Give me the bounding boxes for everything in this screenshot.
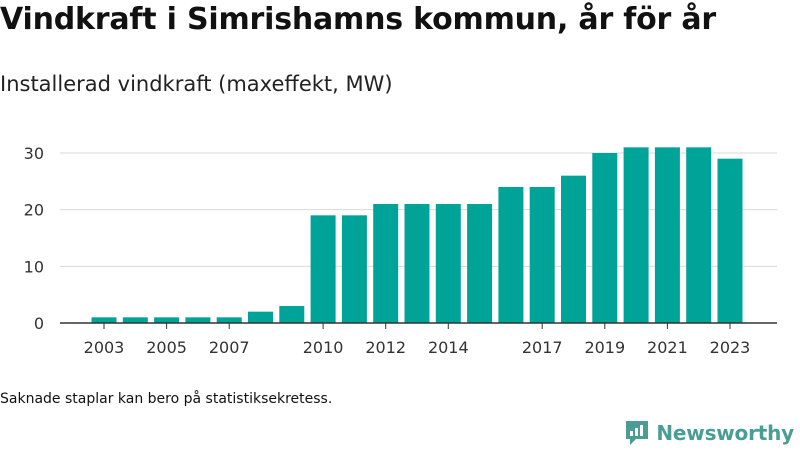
bar-2005 xyxy=(154,317,180,323)
x-tick-label: 2005 xyxy=(146,338,187,357)
brand-name: Newsworthy xyxy=(656,421,794,445)
y-tick-label: 10 xyxy=(24,257,44,276)
bar-2003 xyxy=(91,317,117,323)
bar-2016 xyxy=(498,187,524,323)
x-tick-label: 2017 xyxy=(522,338,563,357)
bar-2017 xyxy=(529,187,555,323)
bar-2015 xyxy=(467,204,493,323)
y-tick-label: 0 xyxy=(34,314,44,333)
newsworthy-logo-icon xyxy=(626,421,649,445)
bar-chart: 0 10 20 30 2003 2005 2007 2010 2012 2014 2017 2019… xyxy=(24,144,777,357)
bar-2006 xyxy=(185,317,211,323)
bar-2022 xyxy=(686,147,712,323)
x-axis-tick-labels: 2003 2005 2007 2010 2012 2014 2017 2019 2021 2023 xyxy=(84,323,751,357)
footnote: Saknade staplar kan bero på statistiksek… xyxy=(0,391,333,407)
bar-2013 xyxy=(404,204,430,323)
chart-subtitle: Installerad vindkraft (maxeffekt, MW) xyxy=(0,72,393,96)
bar-2019 xyxy=(592,153,618,323)
bar-2010 xyxy=(310,215,336,323)
x-tick-label: 2007 xyxy=(209,338,250,357)
y-axis-tick-labels: 0 10 20 30 xyxy=(24,144,44,333)
x-tick-label: 2003 xyxy=(84,338,125,357)
brand-logo: Newsworthy xyxy=(624,419,794,447)
x-tick-label: 2021 xyxy=(647,338,688,357)
bar-2004 xyxy=(122,317,148,323)
bar-2014 xyxy=(435,204,461,323)
bar-2009 xyxy=(279,306,305,323)
bar-2021 xyxy=(654,147,680,323)
bar-2008 xyxy=(248,311,273,323)
x-tick-label: 2023 xyxy=(710,338,751,357)
bars xyxy=(60,147,777,324)
x-tick-label: 2010 xyxy=(303,338,344,357)
x-tick-label: 2012 xyxy=(365,338,406,357)
chart-title: Vindkraft i Simrishamns kommun, år för å… xyxy=(0,2,717,37)
bar-2020 xyxy=(623,147,649,323)
bar-2007 xyxy=(216,317,242,323)
bar-2018 xyxy=(561,175,586,323)
bar-2011 xyxy=(341,215,367,323)
bar-2023 xyxy=(717,158,743,323)
x-tick-label: 2019 xyxy=(584,338,625,357)
y-tick-label: 20 xyxy=(24,201,44,220)
y-tick-label: 30 xyxy=(24,144,44,163)
bar-2012 xyxy=(373,204,399,323)
x-tick-label: 2014 xyxy=(428,338,469,357)
